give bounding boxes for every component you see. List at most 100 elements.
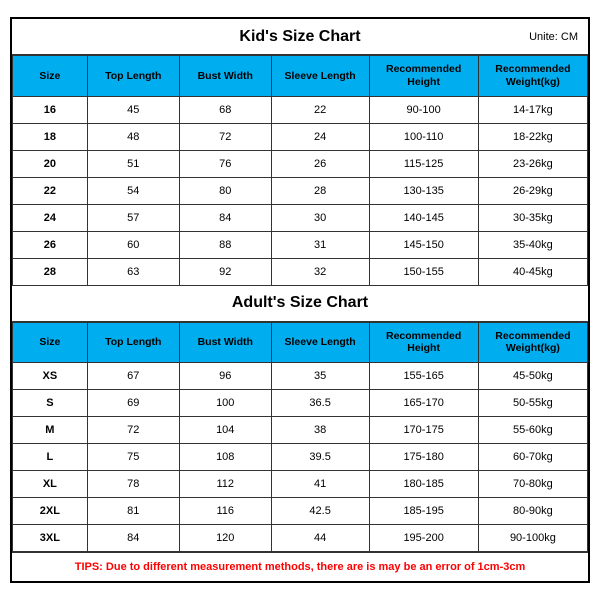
adults-cell: 70-80kg bbox=[478, 470, 587, 497]
adults-cell: 185-195 bbox=[369, 497, 478, 524]
kids-cell: 100-110 bbox=[369, 123, 478, 150]
kids-cell: 84 bbox=[179, 204, 271, 231]
adults-cell: 81 bbox=[87, 497, 179, 524]
adults-cell: 90-100kg bbox=[478, 524, 587, 551]
kids-row: 20517626115-12523-26kg bbox=[13, 150, 588, 177]
col-bust-width: Bust Width bbox=[179, 56, 271, 96]
kids-cell: 20 bbox=[13, 150, 88, 177]
adults-row: XS679635155-16545-50kg bbox=[13, 362, 588, 389]
col-rec-height: Recommended Height bbox=[369, 56, 478, 96]
col-rec-weight: Recommended Weight(kg) bbox=[478, 322, 587, 362]
adults-cell: 116 bbox=[179, 497, 271, 524]
kids-cell: 145-150 bbox=[369, 231, 478, 258]
adults-cell: 195-200 bbox=[369, 524, 478, 551]
adults-title: Adult's Size Chart bbox=[232, 294, 368, 312]
adults-cell: M bbox=[13, 416, 88, 443]
kids-cell: 88 bbox=[179, 231, 271, 258]
adults-cell: 112 bbox=[179, 470, 271, 497]
adults-cell: 44 bbox=[271, 524, 369, 551]
kids-cell: 80 bbox=[179, 177, 271, 204]
kids-size-table: Size Top Length Bust Width Sleeve Length… bbox=[12, 55, 588, 285]
adults-row: 2XL8111642.5185-19580-90kg bbox=[13, 497, 588, 524]
adults-size-table: Size Top Length Bust Width Sleeve Length… bbox=[12, 322, 588, 552]
adults-cell: 96 bbox=[179, 362, 271, 389]
adults-title-row: Adult's Size Chart bbox=[12, 286, 588, 322]
kids-cell: 40-45kg bbox=[478, 258, 587, 285]
kids-title: Kid's Size Chart bbox=[239, 28, 360, 46]
col-top-length: Top Length bbox=[87, 56, 179, 96]
kids-row: 24578430140-14530-35kg bbox=[13, 204, 588, 231]
adults-header-row: Size Top Length Bust Width Sleeve Length… bbox=[13, 322, 588, 362]
col-bust-width: Bust Width bbox=[179, 322, 271, 362]
kids-cell: 28 bbox=[271, 177, 369, 204]
adults-cell: S bbox=[13, 389, 88, 416]
kids-cell: 23-26kg bbox=[478, 150, 587, 177]
adults-row: M7210438170-17555-60kg bbox=[13, 416, 588, 443]
size-chart-container: Kid's Size Chart Unite: CM Size Top Leng… bbox=[10, 17, 590, 582]
col-size: Size bbox=[13, 322, 88, 362]
kids-cell: 26-29kg bbox=[478, 177, 587, 204]
adults-cell: 78 bbox=[87, 470, 179, 497]
kids-cell: 22 bbox=[13, 177, 88, 204]
unit-label: Unite: CM bbox=[529, 31, 578, 43]
kids-cell: 24 bbox=[13, 204, 88, 231]
kids-cell: 68 bbox=[179, 96, 271, 123]
adults-cell: 42.5 bbox=[271, 497, 369, 524]
adults-cell: 80-90kg bbox=[478, 497, 587, 524]
adults-cell: 72 bbox=[87, 416, 179, 443]
col-sleeve-length: Sleeve Length bbox=[271, 56, 369, 96]
kids-cell: 35-40kg bbox=[478, 231, 587, 258]
kids-row: 1645682290-10014-17kg bbox=[13, 96, 588, 123]
adults-cell: 38 bbox=[271, 416, 369, 443]
adults-cell: XL bbox=[13, 470, 88, 497]
kids-cell: 22 bbox=[271, 96, 369, 123]
kids-cell: 32 bbox=[271, 258, 369, 285]
adults-cell: 108 bbox=[179, 443, 271, 470]
adults-cell: XS bbox=[13, 362, 88, 389]
adults-cell: 155-165 bbox=[369, 362, 478, 389]
kids-cell: 28 bbox=[13, 258, 88, 285]
adults-row: 3XL8412044195-20090-100kg bbox=[13, 524, 588, 551]
kids-cell: 18 bbox=[13, 123, 88, 150]
kids-cell: 14-17kg bbox=[478, 96, 587, 123]
adults-cell: 60-70kg bbox=[478, 443, 587, 470]
kids-cell: 26 bbox=[13, 231, 88, 258]
kids-cell: 130-135 bbox=[369, 177, 478, 204]
kids-cell: 150-155 bbox=[369, 258, 478, 285]
kids-cell: 45 bbox=[87, 96, 179, 123]
adults-cell: 67 bbox=[87, 362, 179, 389]
kids-cell: 31 bbox=[271, 231, 369, 258]
kids-cell: 60 bbox=[87, 231, 179, 258]
kids-row: 22548028130-13526-29kg bbox=[13, 177, 588, 204]
adults-cell: 175-180 bbox=[369, 443, 478, 470]
adults-cell: 35 bbox=[271, 362, 369, 389]
kids-row: 28639232150-15540-45kg bbox=[13, 258, 588, 285]
col-top-length: Top Length bbox=[87, 322, 179, 362]
adults-cell: 3XL bbox=[13, 524, 88, 551]
adults-cell: 2XL bbox=[13, 497, 88, 524]
kids-cell: 24 bbox=[271, 123, 369, 150]
kids-cell: 48 bbox=[87, 123, 179, 150]
adults-cell: 45-50kg bbox=[478, 362, 587, 389]
adults-cell: 36.5 bbox=[271, 389, 369, 416]
adults-cell: 41 bbox=[271, 470, 369, 497]
adults-cell: 75 bbox=[87, 443, 179, 470]
adults-cell: 69 bbox=[87, 389, 179, 416]
kids-cell: 26 bbox=[271, 150, 369, 177]
kids-cell: 90-100 bbox=[369, 96, 478, 123]
kids-cell: 92 bbox=[179, 258, 271, 285]
adults-cell: 55-60kg bbox=[478, 416, 587, 443]
kids-cell: 140-145 bbox=[369, 204, 478, 231]
tips-note: TIPS: Due to different measurement metho… bbox=[12, 552, 588, 581]
adults-cell: 39.5 bbox=[271, 443, 369, 470]
kids-cell: 63 bbox=[87, 258, 179, 285]
adults-cell: 180-185 bbox=[369, 470, 478, 497]
adults-row: L7510839.5175-18060-70kg bbox=[13, 443, 588, 470]
kids-header-row: Size Top Length Bust Width Sleeve Length… bbox=[13, 56, 588, 96]
col-size: Size bbox=[13, 56, 88, 96]
adults-cell: 50-55kg bbox=[478, 389, 587, 416]
kids-row: 18487224100-11018-22kg bbox=[13, 123, 588, 150]
kids-cell: 30 bbox=[271, 204, 369, 231]
adults-row: S6910036.5165-17050-55kg bbox=[13, 389, 588, 416]
kids-title-row: Kid's Size Chart Unite: CM bbox=[12, 19, 588, 55]
